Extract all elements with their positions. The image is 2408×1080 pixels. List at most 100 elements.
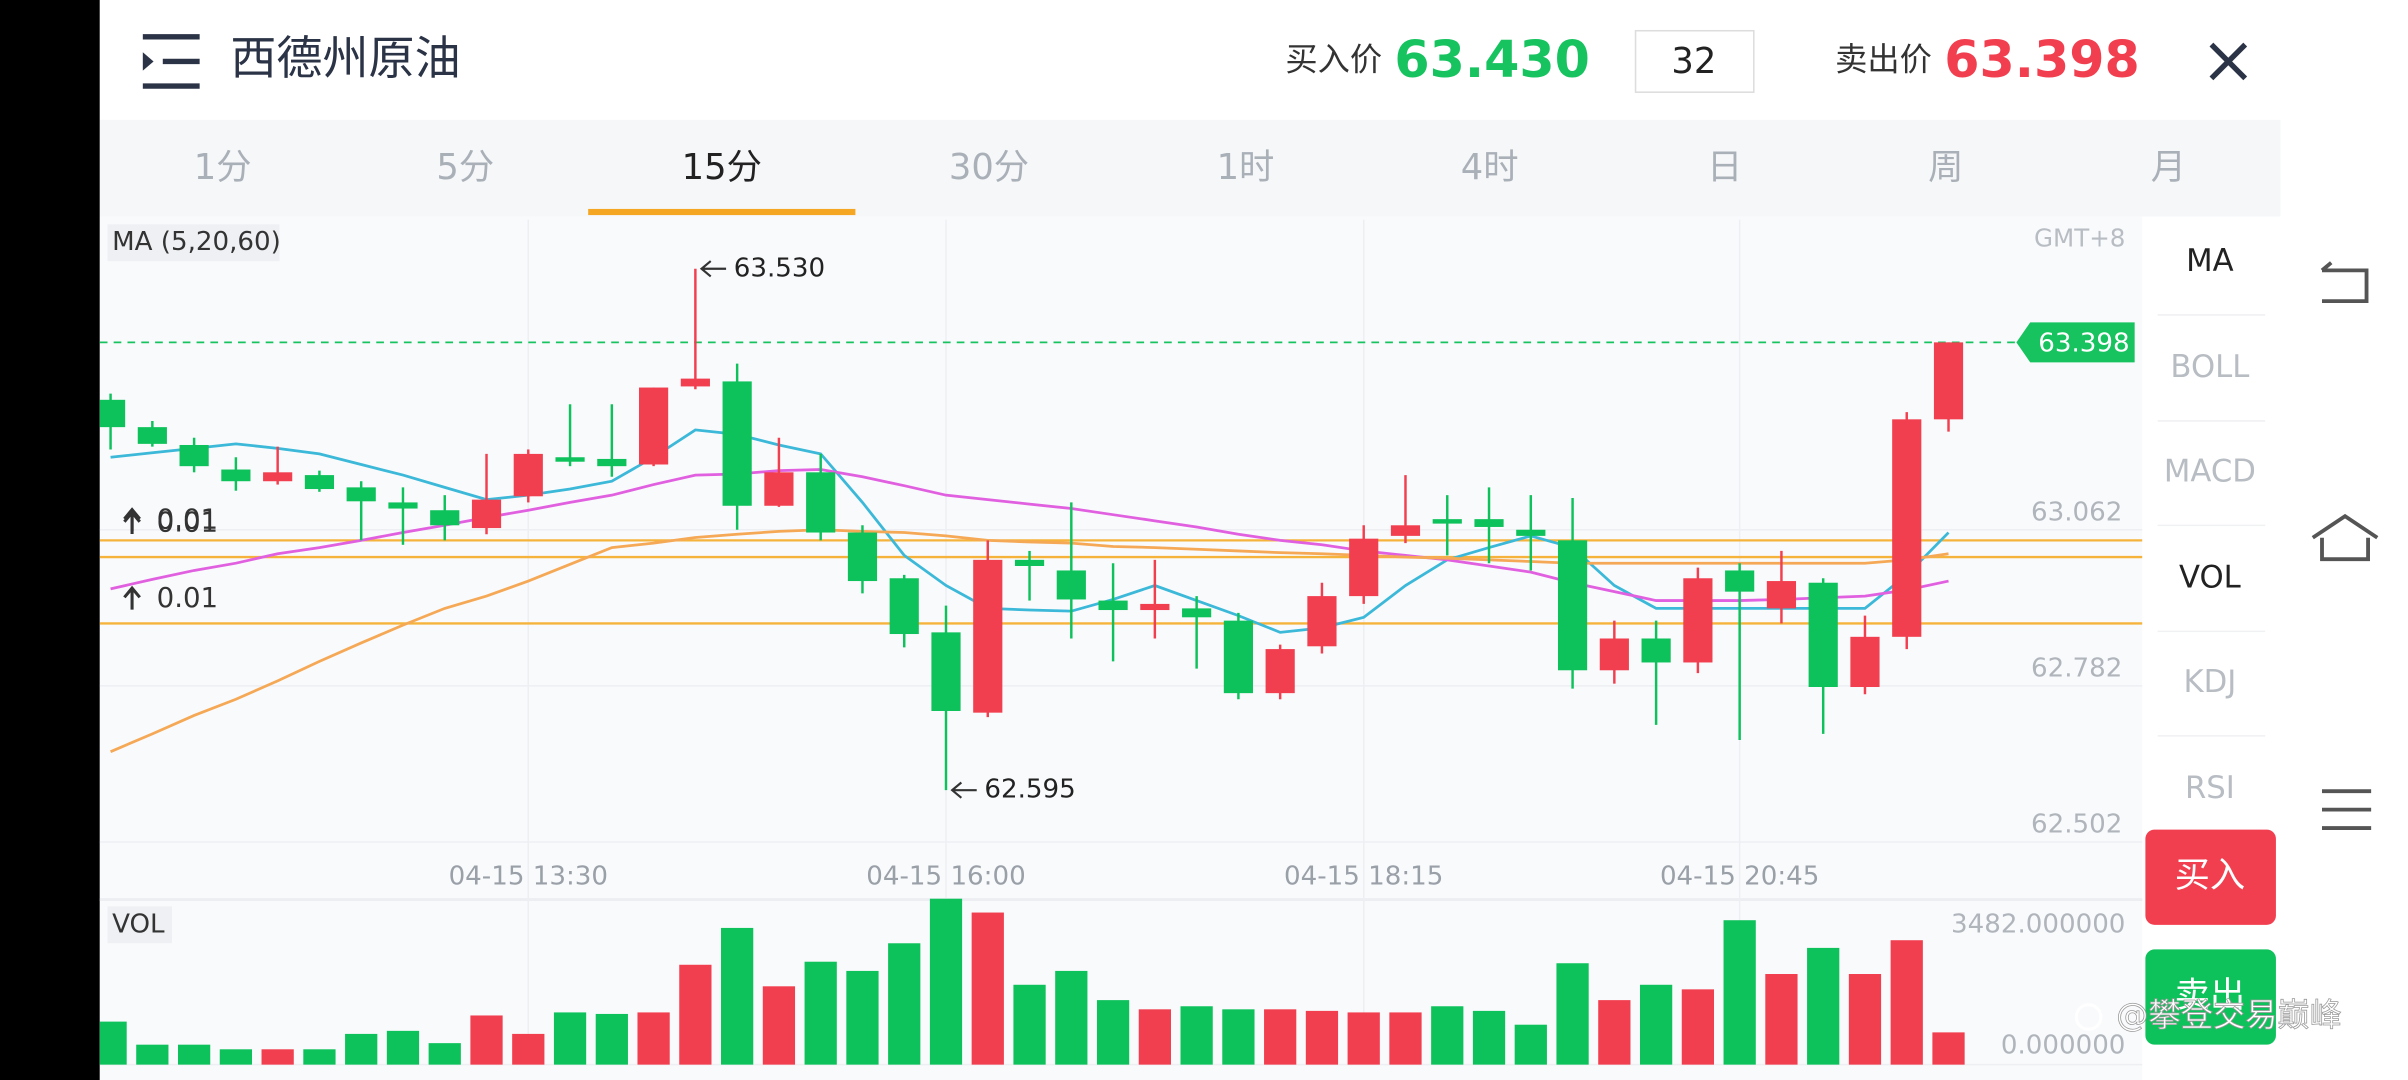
- volume-bar: [1180, 1006, 1213, 1065]
- x-tick-label: 04-15 13:30: [449, 862, 608, 892]
- volume-bar: [177, 1044, 211, 1065]
- volume-bar: [136, 1044, 169, 1065]
- volume-bar: [1305, 1010, 1339, 1065]
- close-button[interactable]: [2209, 42, 2248, 81]
- candle-body: [1474, 519, 1504, 527]
- tab[interactable]: 1分: [194, 147, 252, 188]
- tab[interactable]: 日: [1707, 147, 1742, 188]
- volume-bar: [1932, 1032, 1965, 1065]
- volume-bar: [512, 1033, 545, 1065]
- candle-body: [99, 399, 126, 428]
- volume-plot: [99, 897, 2143, 1066]
- tab-underline: [588, 208, 856, 216]
- volume-bar: [428, 1043, 461, 1065]
- volume-bar: [1598, 1000, 1631, 1065]
- tab[interactable]: 30分: [949, 147, 1029, 188]
- nav-icons: [2311, 261, 2379, 830]
- indicator[interactable]: RSI: [2185, 770, 2235, 806]
- candle-body: [1599, 638, 1629, 671]
- ma-line: [110, 528, 1949, 753]
- volume-bar: [971, 912, 1004, 1065]
- ask-label: 卖出价: [1835, 40, 1932, 78]
- volume-bar: [1055, 970, 1088, 1065]
- volume-bar: [99, 1021, 127, 1065]
- x-tick-label: 04-15 20:45: [1660, 862, 1819, 892]
- candle-body: [1516, 529, 1546, 536]
- vol-legend: VOL: [112, 909, 165, 939]
- volume-bar: [1848, 974, 1882, 1065]
- y-tick-label: 62.782: [2031, 653, 2122, 683]
- candle-body: [1014, 559, 1045, 566]
- tab[interactable]: 15分: [682, 147, 762, 188]
- candle-body: [555, 457, 585, 462]
- tab[interactable]: 5分: [436, 147, 494, 188]
- volume-bar: [1431, 1006, 1464, 1065]
- candle-body: [597, 458, 627, 467]
- indicator[interactable]: VOL: [2179, 560, 2241, 596]
- tab[interactable]: 月: [2151, 147, 2186, 188]
- volume-bar: [1723, 920, 1756, 1065]
- candle-body: [680, 378, 710, 387]
- bid-price: 63.430: [1394, 30, 1590, 89]
- sell-label: 卖出: [2175, 975, 2246, 1016]
- candle-body: [1349, 538, 1379, 597]
- volume-bar: [1556, 963, 1589, 1065]
- volume-bar: [1222, 1009, 1255, 1065]
- header-bar: [99, 0, 2281, 120]
- volume-bar: [553, 1012, 587, 1065]
- candle-body: [1432, 519, 1462, 524]
- tab[interactable]: 周: [1928, 147, 1963, 188]
- vol-tick-label: 0.000000: [2001, 1031, 2126, 1061]
- y-tick-label: 62.502: [2031, 810, 2122, 840]
- volume-bar: [470, 1015, 503, 1065]
- candle-body: [1223, 620, 1253, 694]
- candle-body: [1265, 649, 1295, 694]
- indicator[interactable]: MA: [2186, 243, 2233, 279]
- indicator[interactable]: KDJ: [2183, 664, 2236, 700]
- tab[interactable]: 1时: [1217, 147, 1275, 188]
- volume-bar: [345, 1033, 378, 1065]
- volume-bar: [888, 943, 921, 1065]
- volume-bar: [219, 1049, 253, 1065]
- current-price-label: 63.398: [2038, 328, 2129, 358]
- buy-button[interactable]: [2145, 829, 2276, 925]
- candle-body: [1766, 581, 1797, 609]
- candle-body: [513, 453, 543, 497]
- indicator-menu: [2142, 216, 2281, 1080]
- spread-box: [1634, 29, 1755, 93]
- volume-bar: [846, 970, 879, 1065]
- volume-bar: [762, 986, 796, 1065]
- volume-bar: [1013, 984, 1046, 1065]
- spread: 32: [1671, 41, 1716, 82]
- back-icon[interactable]: [2320, 261, 2369, 304]
- recent-icon[interactable]: [2322, 789, 2372, 830]
- menu-icon[interactable]: [142, 34, 200, 89]
- home-icon[interactable]: [2311, 513, 2379, 562]
- current-price-tag: [2016, 322, 2135, 363]
- bid-label: 买入价: [1285, 40, 1382, 78]
- sell-button[interactable]: [2145, 949, 2276, 1045]
- candle-body: [1641, 638, 1671, 663]
- indicator[interactable]: MACD: [2164, 454, 2256, 490]
- price-plot: [99, 219, 2143, 1065]
- watermark: @攀登交易巅峰: [2116, 996, 2342, 1034]
- volume-bar: [386, 1030, 420, 1065]
- volume-bar: [1347, 1012, 1380, 1065]
- volume-bar: [1138, 1009, 1171, 1065]
- vol-legend-bg: [107, 906, 172, 944]
- tab[interactable]: 4时: [1461, 147, 1519, 188]
- volume-bar: [1639, 984, 1673, 1065]
- candle-body: [471, 499, 502, 529]
- candle-body: [263, 472, 293, 482]
- volume-bar: [804, 961, 837, 1065]
- candle-body: [1933, 342, 1964, 420]
- candle-body: [1808, 582, 1838, 688]
- candle-body: [889, 578, 919, 635]
- volume-bar: [1096, 1000, 1130, 1065]
- volume-bar: [1389, 1012, 1422, 1065]
- indicator[interactable]: BOLL: [2170, 349, 2249, 385]
- annotation-arrow: [699, 260, 727, 278]
- annotation-label: 62.595: [984, 775, 1075, 805]
- order-lots: 0.01: [157, 502, 219, 535]
- nav-bar: [2280, 0, 2408, 1080]
